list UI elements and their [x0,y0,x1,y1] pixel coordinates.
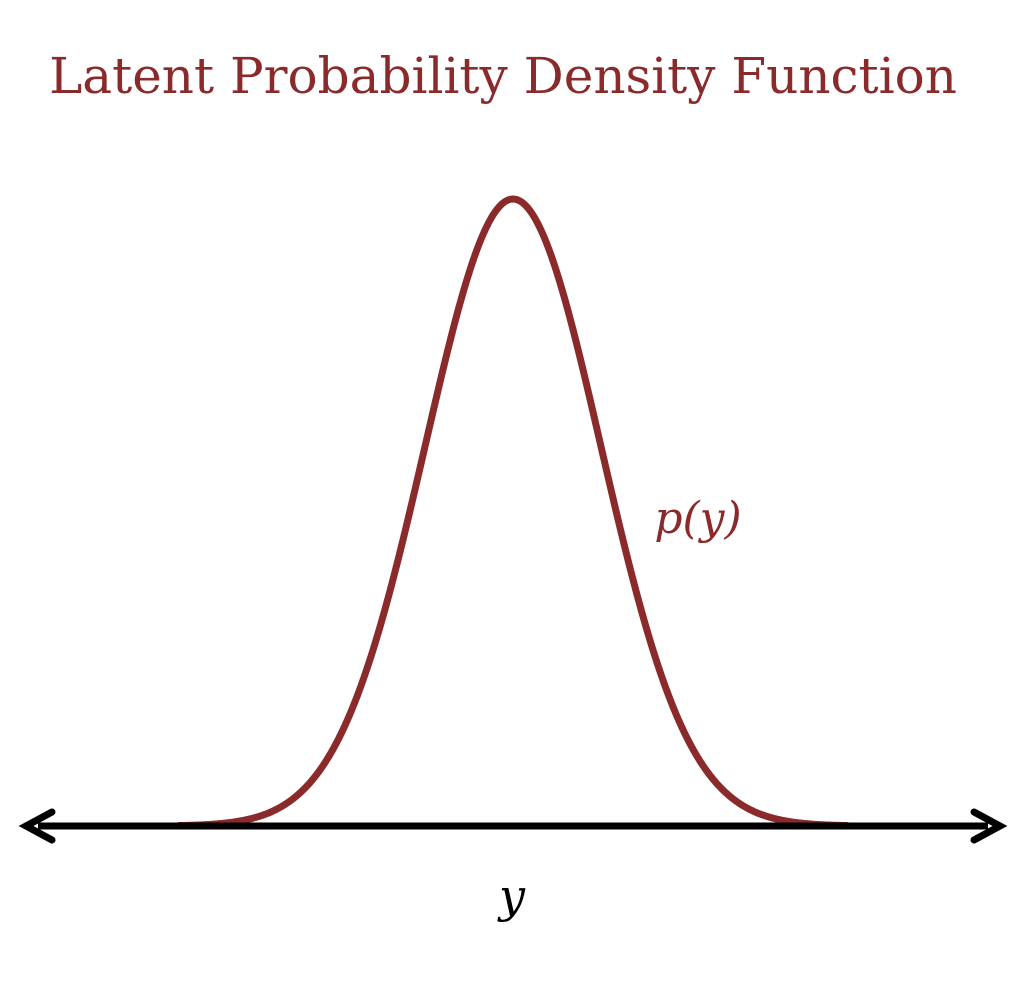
x-axis-label: y [497,869,526,923]
density-curve [175,195,851,830]
curve-label: p(y) [654,493,741,544]
x-axis-arrow-right [970,808,1008,844]
chart-title: Latent Probability Density Function [49,47,957,105]
x-axis-arrow-left [18,808,56,844]
